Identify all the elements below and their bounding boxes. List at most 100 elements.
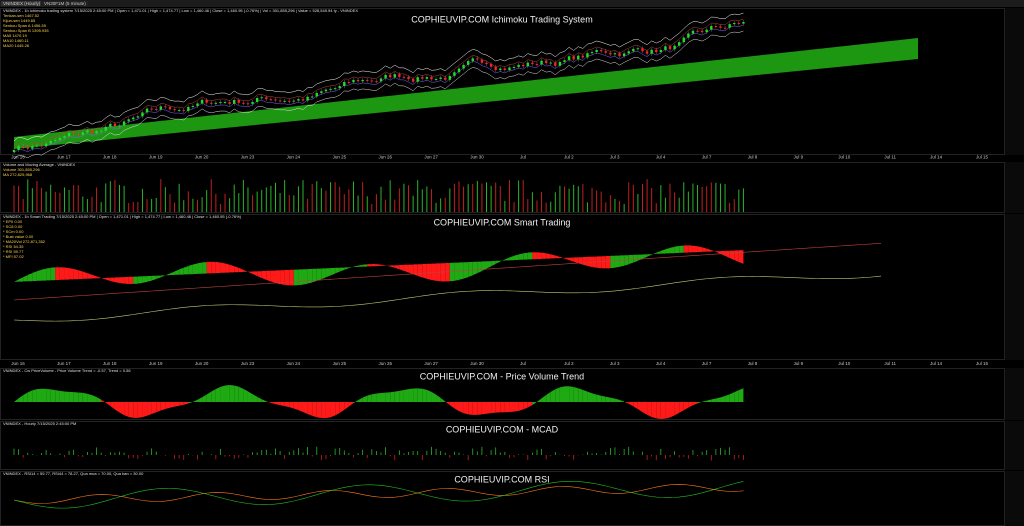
trend-fill [440, 263, 446, 282]
trend-fill [665, 247, 671, 254]
trend-fill [137, 276, 143, 284]
tab[interactable] [1, 1, 41, 6]
candle [49, 140, 52, 144]
pvt-fill [50, 389, 56, 402]
candle [563, 60, 566, 62]
pvt-fill [169, 402, 175, 408]
candle [677, 42, 681, 46]
tab-label[interactable]: VN30F1M (5 minute) [44, 1, 86, 6]
pvt-fill [252, 394, 258, 402]
candle [356, 79, 360, 82]
trend-fill [114, 277, 120, 284]
trend-fill [344, 267, 349, 270]
pvt-fill [518, 402, 524, 411]
pvt-fill [674, 402, 680, 416]
candle [737, 23, 741, 25]
trend-fill [358, 264, 363, 267]
trend-fill [151, 275, 157, 281]
candle [384, 74, 387, 79]
trend-fill [234, 266, 239, 273]
pvt-fill [390, 391, 395, 402]
candle [393, 74, 396, 78]
date-label: Jun 19 [149, 155, 163, 160]
trend-fill [91, 274, 97, 279]
date-label: Jul 14 [930, 361, 943, 366]
trend-fill [206, 261, 212, 274]
pvt-fill [541, 394, 547, 402]
candle [196, 103, 199, 106]
pvt-fill [91, 395, 97, 402]
pvt-fill [656, 402, 661, 419]
candle [595, 49, 598, 53]
trend-fill [183, 266, 189, 275]
candle [622, 53, 626, 57]
pvt-fill [468, 402, 473, 415]
pvt-fill [119, 402, 125, 416]
pvt-fill [564, 386, 570, 402]
legend-item: * MA20Vol 272,871,352 [3, 239, 46, 244]
pvt-fill [546, 391, 551, 402]
pvt-fill [128, 402, 134, 418]
date-label: Jun 18 [103, 155, 117, 160]
trend-fill [582, 257, 588, 267]
pvt-fill [69, 391, 74, 402]
candle [210, 102, 213, 104]
candle [214, 102, 218, 104]
candle [696, 30, 699, 32]
trend-fill [683, 245, 689, 253]
candle [719, 26, 722, 28]
pvt-fill [426, 389, 432, 402]
candle [182, 110, 185, 112]
candle [641, 48, 644, 52]
pvt-fill [569, 386, 574, 402]
trend-fill [289, 269, 294, 286]
trend-fill [82, 271, 88, 279]
trend-fill [202, 262, 207, 274]
pvt-fill [642, 402, 648, 415]
pvt-fill [729, 392, 735, 402]
pvt-fill [36, 388, 42, 402]
date-label: Jun 25 [333, 155, 347, 160]
candle [366, 79, 369, 81]
trend-fill [142, 276, 148, 283]
pvt-fill [339, 402, 345, 413]
candle [407, 76, 410, 80]
pvt-fill [665, 402, 671, 419]
trend-fill [211, 261, 216, 274]
pvt-fill [215, 386, 221, 402]
candle [577, 55, 580, 60]
candle [26, 147, 29, 149]
trend-fill [307, 269, 313, 284]
trend-fill [550, 254, 556, 259]
pvt-fill [440, 397, 446, 402]
pvt-fill [192, 399, 198, 402]
trend-fill [601, 256, 606, 269]
candle [320, 91, 323, 93]
candle [237, 99, 240, 103]
pvt-fill [229, 385, 235, 402]
date-label: Jun 30 [470, 361, 484, 366]
trend-fill [527, 252, 533, 260]
trend-fill [335, 267, 340, 274]
candle [306, 96, 309, 101]
candle [645, 51, 649, 54]
tab[interactable] [42, 1, 88, 6]
candle [728, 24, 731, 28]
pvt-fill [711, 398, 716, 402]
trend-fill [321, 268, 326, 280]
date-label: Jul 3 [610, 155, 620, 160]
pvt-fill [348, 402, 354, 407]
pvt-fill [183, 402, 189, 405]
trend-fill [270, 270, 276, 284]
pvt-fill [637, 402, 643, 413]
trend-fill [36, 269, 42, 281]
tab-label[interactable]: VNINDEX (Hourly) [3, 1, 41, 6]
trend-fill [468, 262, 473, 277]
candle [132, 117, 135, 120]
trend-fill [408, 264, 414, 275]
trend-fill [555, 255, 560, 259]
pvt-fill [211, 389, 216, 402]
trend-fill [509, 255, 515, 261]
candle [489, 64, 493, 67]
candle [228, 102, 231, 104]
